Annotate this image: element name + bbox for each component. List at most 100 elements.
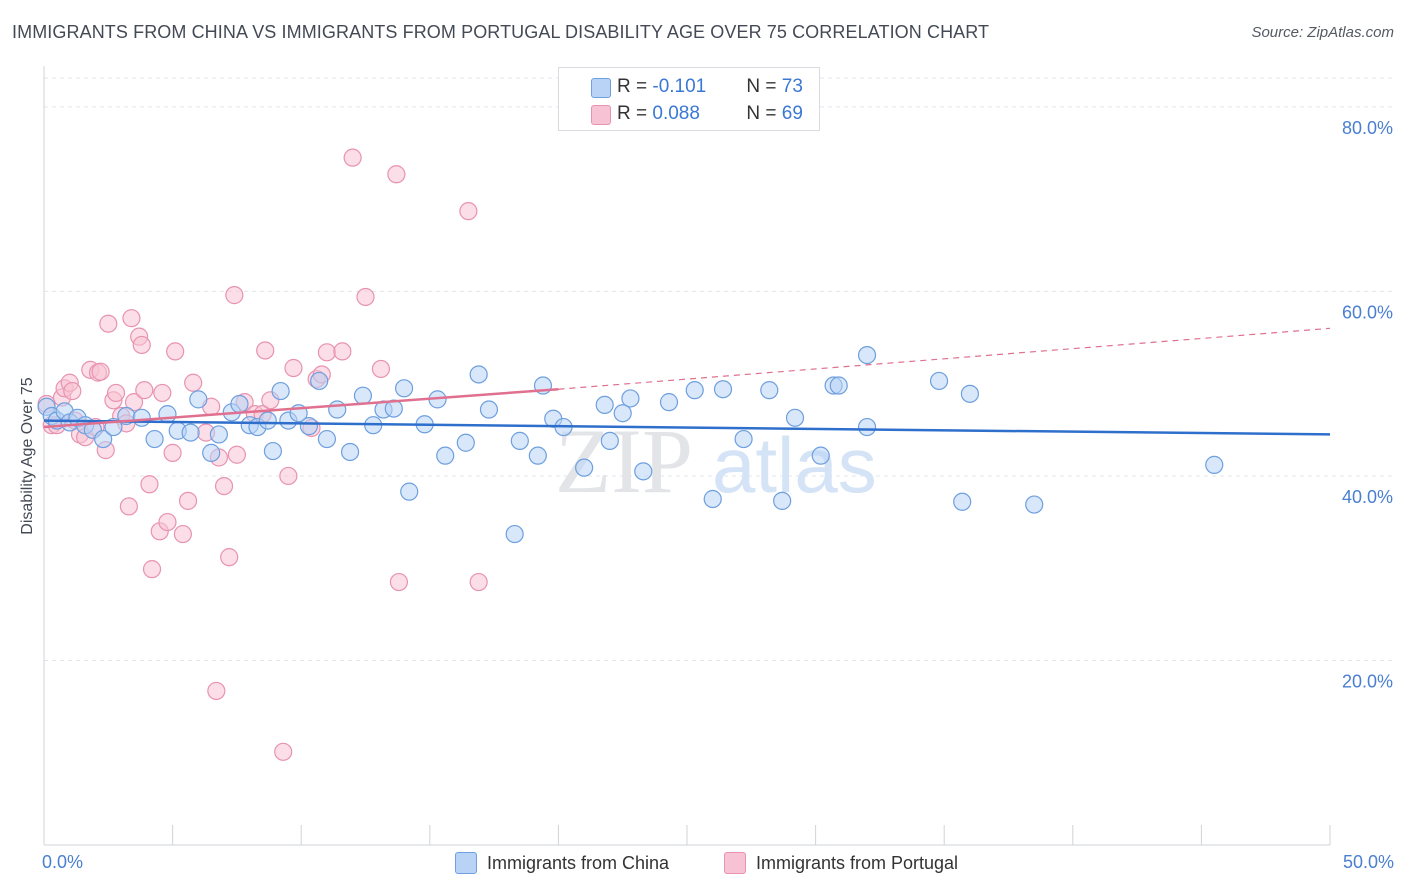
china-point bbox=[595, 395, 614, 415]
portugal-r-value: 0.088 bbox=[652, 103, 700, 124]
china-point bbox=[353, 386, 373, 405]
portugal-trend-line bbox=[43, 387, 559, 429]
portugal-point bbox=[227, 445, 246, 464]
china-point bbox=[785, 408, 805, 427]
portugal-point bbox=[158, 512, 177, 532]
source-label: Source: ZipAtlas.com bbox=[1251, 24, 1394, 41]
portugal-point bbox=[225, 286, 244, 305]
correlation-legend: R = -0.101 N = 73 R = 0.088 N = 69 bbox=[558, 67, 820, 131]
legend-portugal-swatch bbox=[724, 852, 746, 874]
china-point bbox=[528, 446, 547, 465]
china-point bbox=[857, 417, 877, 437]
legend-portugal-label: Immigrants from Portugal bbox=[756, 852, 959, 873]
china-point bbox=[960, 384, 980, 403]
china-point bbox=[1205, 455, 1224, 474]
y-tick-label: 20.0% bbox=[1342, 671, 1393, 691]
portugal-trend-extension bbox=[558, 327, 1331, 390]
y-tick-labels: 20.0% 40.0% 60.0% 80.0% bbox=[1342, 118, 1393, 692]
y-tick-label: 60.0% bbox=[1342, 302, 1393, 322]
portugal-point bbox=[132, 335, 151, 355]
china-point bbox=[310, 371, 329, 391]
portugal-point bbox=[387, 165, 406, 184]
portugal-point bbox=[317, 343, 337, 362]
china-point bbox=[575, 458, 594, 477]
china-point bbox=[613, 404, 632, 423]
portugal-point bbox=[184, 373, 203, 392]
series-legend: Immigrants from China Immigrants from Po… bbox=[0, 850, 1406, 878]
china-point bbox=[158, 405, 177, 424]
china-point bbox=[181, 423, 200, 442]
china-point bbox=[857, 345, 877, 365]
portugal-point bbox=[469, 572, 488, 592]
portugal-point bbox=[119, 497, 138, 516]
legend-item-portugal: Immigrants from Portugal bbox=[724, 852, 958, 874]
portugal-point bbox=[214, 477, 234, 496]
china-point bbox=[685, 381, 704, 400]
portugal-point bbox=[153, 383, 172, 403]
portugal-point bbox=[284, 358, 303, 378]
portugal-point bbox=[459, 202, 478, 221]
china-point bbox=[634, 462, 653, 481]
portugal-point bbox=[140, 475, 159, 494]
china-point bbox=[621, 389, 640, 408]
portugal-point bbox=[63, 381, 82, 401]
portugal-point bbox=[343, 148, 362, 167]
china-point bbox=[953, 492, 972, 511]
portugal-point bbox=[124, 393, 144, 412]
china-point bbox=[505, 524, 524, 544]
china-point bbox=[929, 371, 949, 391]
china-point bbox=[328, 400, 347, 419]
china-point bbox=[317, 429, 337, 449]
china-r-label: R = bbox=[617, 76, 653, 97]
china-point bbox=[456, 433, 475, 452]
china-point bbox=[659, 393, 679, 412]
portugal-point bbox=[256, 341, 275, 360]
china-point bbox=[394, 379, 414, 398]
china-point bbox=[600, 431, 619, 450]
portugal-point bbox=[371, 359, 391, 379]
x-tick-label-max: 50.0% bbox=[1342, 852, 1394, 872]
portugal-point bbox=[356, 287, 375, 307]
y-tick-label: 40.0% bbox=[1342, 487, 1393, 507]
china-point bbox=[829, 376, 848, 395]
trend-lines bbox=[43, 327, 1331, 436]
portugal-points bbox=[37, 148, 488, 761]
portugal-point bbox=[166, 342, 185, 361]
china-point bbox=[713, 380, 733, 399]
portugal-point bbox=[106, 383, 126, 403]
china-point bbox=[230, 394, 249, 414]
portugal-r-label: R = bbox=[617, 103, 653, 124]
portugal-swatch bbox=[591, 105, 611, 125]
axes bbox=[43, 66, 1331, 846]
legend-row-china: R = -0.101 N = 73 bbox=[591, 74, 803, 100]
china-point bbox=[202, 443, 221, 462]
china-point bbox=[299, 417, 319, 436]
china-point bbox=[703, 489, 722, 509]
china-point bbox=[734, 429, 753, 449]
portugal-point bbox=[99, 314, 118, 333]
portugal-point bbox=[135, 381, 154, 400]
china-point bbox=[436, 446, 455, 465]
china-point bbox=[811, 446, 830, 465]
china-point bbox=[340, 442, 360, 462]
china-point bbox=[132, 408, 151, 427]
china-point bbox=[760, 381, 779, 400]
china-point bbox=[1025, 495, 1044, 514]
portugal-point bbox=[207, 681, 226, 701]
portugal-n-label: N = bbox=[746, 103, 782, 124]
portugal-point bbox=[333, 342, 352, 361]
china-point bbox=[271, 381, 290, 401]
china-point bbox=[145, 429, 164, 449]
portugal-point bbox=[279, 466, 298, 486]
gridlines bbox=[44, 77, 1392, 661]
portugal-point bbox=[163, 443, 182, 462]
china-swatch bbox=[591, 78, 611, 98]
china-point bbox=[94, 429, 113, 449]
china-n-label: N = bbox=[746, 76, 782, 97]
portugal-point bbox=[122, 309, 141, 328]
china-point bbox=[479, 400, 499, 419]
legend-china-swatch bbox=[455, 852, 477, 874]
portugal-point bbox=[173, 524, 192, 544]
china-r-value: -0.101 bbox=[652, 76, 707, 97]
